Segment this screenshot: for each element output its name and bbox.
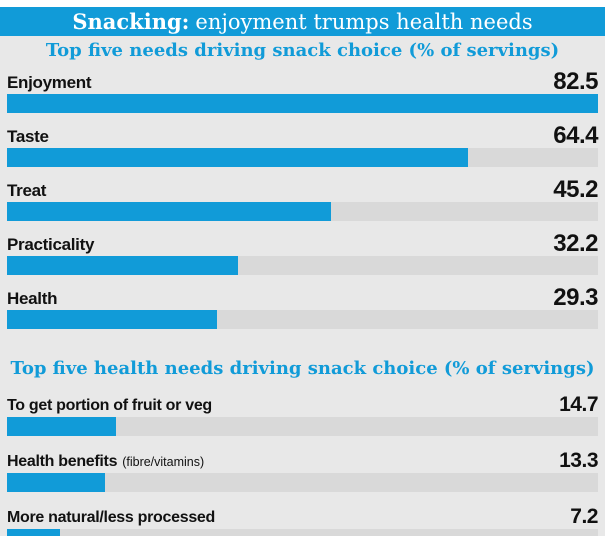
bar-label-row: Enjoyment 82.5: [7, 67, 598, 94]
section-needs: Top five needs driving snack choice (% o…: [7, 36, 598, 329]
bar-fill: [7, 310, 217, 329]
category-label: Treat: [7, 181, 47, 200]
bar-track: [7, 473, 598, 492]
category-label: Health: [7, 289, 58, 308]
bar-label-row: To get portion of fruit or veg 14.7: [7, 391, 598, 417]
bar-label-row: Treat 45.2: [7, 175, 598, 202]
value-label: 14.7: [559, 393, 598, 417]
chart-title-rest: enjoyment trumps health needs: [195, 10, 533, 34]
bar-fill: [7, 94, 598, 113]
bar-label-row: More natural/less processed 7.2: [7, 503, 598, 529]
category-label: Enjoyment: [7, 73, 92, 92]
bar-row: Treat 45.2: [7, 175, 598, 221]
chart-title-bar: Snacking: enjoyment trumps health needs: [0, 7, 605, 36]
value-label: 13.3: [559, 449, 598, 473]
value-label: 82.5: [553, 67, 598, 95]
category-label: To get portion of fruit or veg: [7, 397, 212, 414]
category-label: Taste: [7, 127, 49, 146]
chart-body: Top five needs driving snack choice (% o…: [0, 36, 605, 536]
bar-fill: [7, 417, 116, 436]
value-label: 32.2: [553, 229, 598, 257]
bar-track: [7, 256, 598, 275]
value-label: 64.4: [553, 121, 598, 149]
bar-label-row: Health 29.3: [7, 283, 598, 310]
section-health-needs: Top five health needs driving snack choi…: [7, 359, 598, 536]
bar-row: Enjoyment 82.5: [7, 67, 598, 113]
section-health-needs-header: Top five health needs driving snack choi…: [10, 358, 595, 379]
bar-fill: [7, 529, 61, 536]
bar-track: [7, 94, 598, 113]
bar-track: [7, 202, 598, 221]
bar-label-row: Health benefits (fibre/vitamins) 13.3: [7, 447, 598, 473]
bar-track: [7, 310, 598, 329]
bar-row: More natural/less processed 7.2: [7, 503, 598, 536]
bar-row: Health 29.3: [7, 283, 598, 329]
value-label: 7.2: [570, 505, 598, 529]
section-needs-rows: Enjoyment 82.5 Taste 64.4 Treat 45.2 Practical…: [7, 67, 598, 329]
category-label: Practicality: [7, 235, 95, 254]
value-label: 45.2: [553, 175, 598, 203]
bar-track: [7, 148, 598, 167]
bar-fill: [7, 202, 331, 221]
section-health-needs-rows: To get portion of fruit or veg 14.7 Health…: [7, 391, 598, 536]
bar-row: Practicality 32.2: [7, 229, 598, 275]
chart-title-lead: Snacking:: [72, 9, 190, 34]
category-label: More natural/less processed: [7, 509, 215, 526]
bar-label-row: Practicality 32.2: [7, 229, 598, 256]
bar-track: [7, 529, 598, 536]
category-label: Health benefits (fibre/vitamins): [7, 453, 205, 470]
bar-row: To get portion of fruit or veg 14.7: [7, 391, 598, 436]
value-label: 29.3: [553, 283, 598, 311]
bar-label-row: Taste 64.4: [7, 121, 598, 148]
bar-fill: [7, 473, 106, 492]
bar-fill: [7, 256, 238, 275]
bar-track: [7, 417, 598, 436]
bar-row: Health benefits (fibre/vitamins) 13.3: [7, 447, 598, 492]
category-note: (fibre/vitamins): [122, 455, 205, 469]
bar-fill: [7, 148, 469, 167]
bar-row: Taste 64.4: [7, 121, 598, 167]
section-needs-header: Top five needs driving snack choice (% o…: [45, 40, 560, 61]
